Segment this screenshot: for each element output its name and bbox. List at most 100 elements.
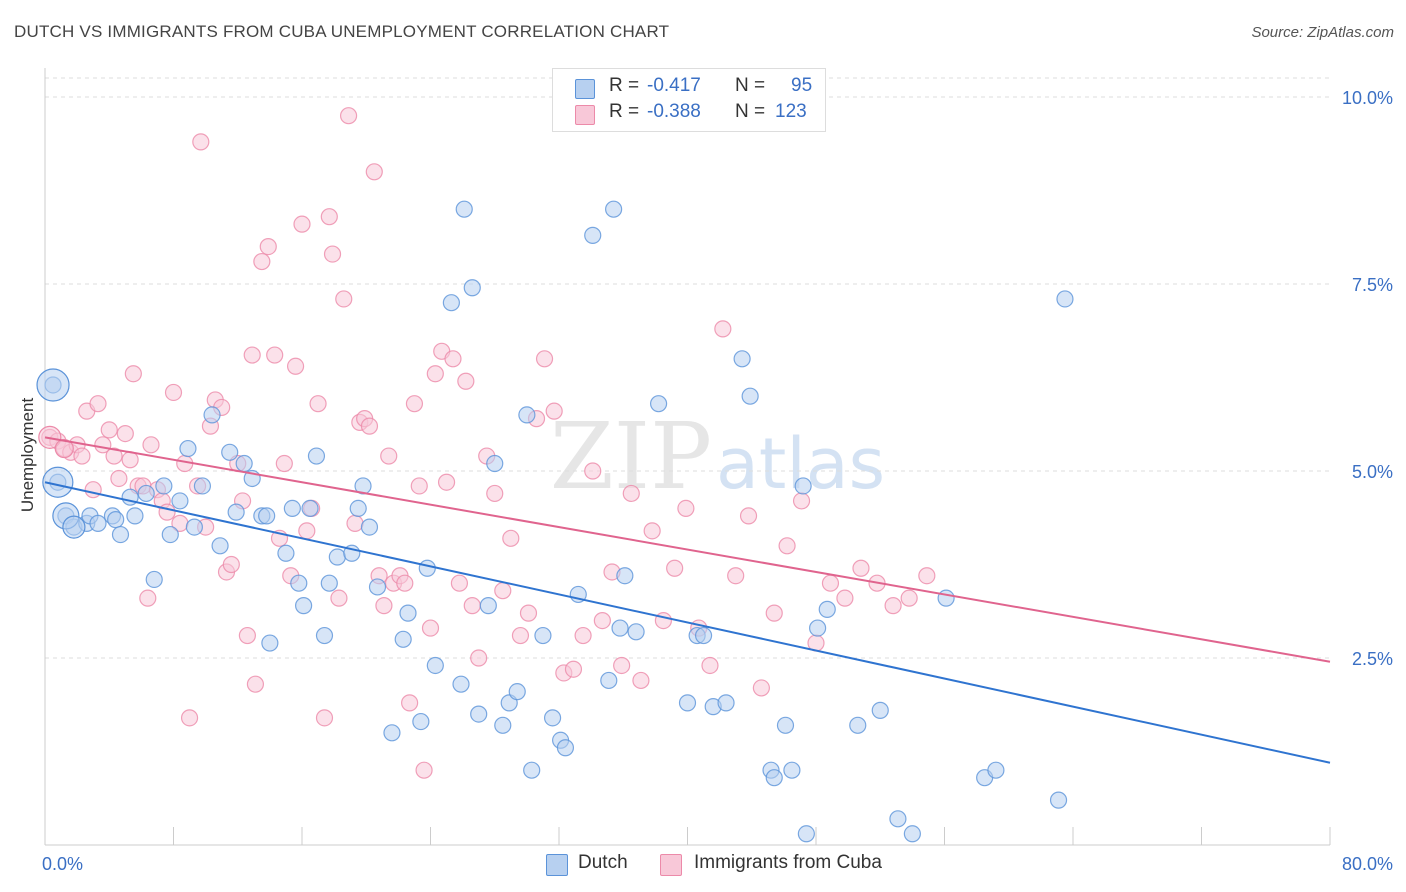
- point-dutch: [797, 825, 815, 843]
- bottom-legend-swatch-cuba: [660, 854, 682, 876]
- point-dutch: [203, 406, 221, 424]
- point-dutch: [523, 761, 541, 779]
- point-cuba: [502, 529, 520, 547]
- point-dutch: [349, 499, 367, 517]
- point-cuba: [545, 402, 563, 420]
- point-dutch: [261, 634, 279, 652]
- point-cuba: [164, 383, 183, 402]
- point-cuba: [593, 611, 611, 630]
- point-cuba: [836, 589, 854, 607]
- y-tick-label: 10.0%: [1342, 88, 1393, 108]
- point-cuba: [677, 499, 695, 517]
- point-dutch: [179, 439, 197, 458]
- bottom-legend-label-dutch: Dutch: [578, 852, 628, 873]
- point-dutch: [368, 578, 387, 596]
- point-cuba: [286, 357, 305, 375]
- point-cuba: [494, 582, 512, 600]
- point-dutch: [627, 623, 645, 641]
- point-cuba: [426, 365, 444, 383]
- point-dutch: [470, 705, 488, 723]
- y-tick-label: 7.5%: [1352, 275, 1393, 295]
- point-dutch: [89, 514, 107, 532]
- point-dutch: [694, 626, 713, 645]
- chart-title: DUTCH VS IMMIGRANTS FROM CUBA UNEMPLOYME…: [14, 22, 670, 41]
- point-cuba: [405, 395, 424, 413]
- point-large-cuba: [54, 438, 74, 459]
- point-dutch: [258, 507, 276, 525]
- point-dutch: [171, 492, 189, 510]
- point-cuba: [470, 649, 488, 667]
- point-dutch: [301, 499, 319, 517]
- bottom-legend-label-cuba: Immigrants from Cuba: [694, 852, 882, 873]
- point-dutch: [185, 518, 203, 536]
- point-cuba: [401, 694, 419, 712]
- point-cuba: [320, 208, 338, 226]
- point-cuba: [142, 436, 160, 454]
- point-dutch: [783, 761, 801, 779]
- point-cuba: [323, 245, 342, 263]
- point-cuba: [158, 503, 176, 521]
- point-dutch: [452, 675, 470, 693]
- point-cuba: [714, 320, 732, 338]
- point-cuba: [330, 589, 348, 607]
- stats-legend: R = -0.417 N = 95 R = -0.388 N = 123: [552, 68, 826, 132]
- point-cuba: [105, 447, 123, 465]
- point-dutch: [399, 604, 417, 622]
- point-dutch: [733, 350, 751, 368]
- point-cuba: [246, 675, 265, 693]
- point-dutch: [849, 716, 867, 734]
- point-cuba: [89, 395, 107, 413]
- point-cuba: [116, 425, 134, 443]
- point-cuba: [444, 350, 462, 368]
- source-label: Source: ZipAtlas.com: [1251, 24, 1394, 41]
- point-cuba: [335, 290, 353, 308]
- point-dutch: [584, 226, 602, 244]
- point-cuba: [643, 522, 661, 540]
- legend-r-label: R =: [609, 101, 640, 122]
- point-cuba: [375, 597, 393, 615]
- point-dutch: [283, 499, 301, 517]
- point-cuba: [124, 365, 142, 383]
- point-dutch: [600, 671, 618, 690]
- point-large-dutch: [36, 368, 70, 402]
- point-cuba: [298, 522, 316, 540]
- point-cuba: [457, 372, 475, 390]
- y-tick-label: 5.0%: [1352, 462, 1393, 482]
- point-dutch: [137, 484, 155, 503]
- y-axis-label: Unemployment: [18, 397, 37, 513]
- point-dutch: [1049, 791, 1068, 809]
- point-dutch: [678, 694, 697, 712]
- point-dutch: [776, 716, 795, 734]
- point-dutch: [155, 477, 173, 495]
- point-dutch: [455, 200, 473, 218]
- point-cuba: [380, 447, 398, 465]
- point-dutch: [741, 387, 759, 405]
- point-dutch: [765, 769, 783, 787]
- point-cuba: [519, 604, 538, 622]
- point-dutch: [611, 619, 629, 637]
- point-cuba: [259, 238, 277, 256]
- point-dutch: [107, 511, 125, 529]
- point-dutch: [418, 559, 436, 577]
- point-cuba: [415, 761, 433, 779]
- point-dutch: [818, 600, 836, 618]
- point-cuba: [192, 133, 210, 151]
- point-dutch: [360, 518, 379, 536]
- point-dutch: [354, 477, 372, 495]
- point-dutch: [809, 619, 827, 637]
- point-dutch: [486, 454, 504, 473]
- legend-r-label: R =: [609, 75, 640, 96]
- point-cuba: [918, 567, 936, 585]
- point-dutch: [161, 525, 179, 544]
- legend-r-value: -0.388: [647, 101, 701, 122]
- point-cuba: [180, 709, 199, 727]
- point-dutch: [1056, 290, 1074, 308]
- point-cuba: [564, 660, 583, 678]
- point-dutch: [394, 630, 412, 648]
- legend-n-value: 123: [775, 101, 807, 122]
- point-dutch: [889, 810, 907, 828]
- point-cuba: [622, 484, 640, 503]
- point-dutch: [871, 701, 889, 719]
- point-dutch: [320, 574, 338, 592]
